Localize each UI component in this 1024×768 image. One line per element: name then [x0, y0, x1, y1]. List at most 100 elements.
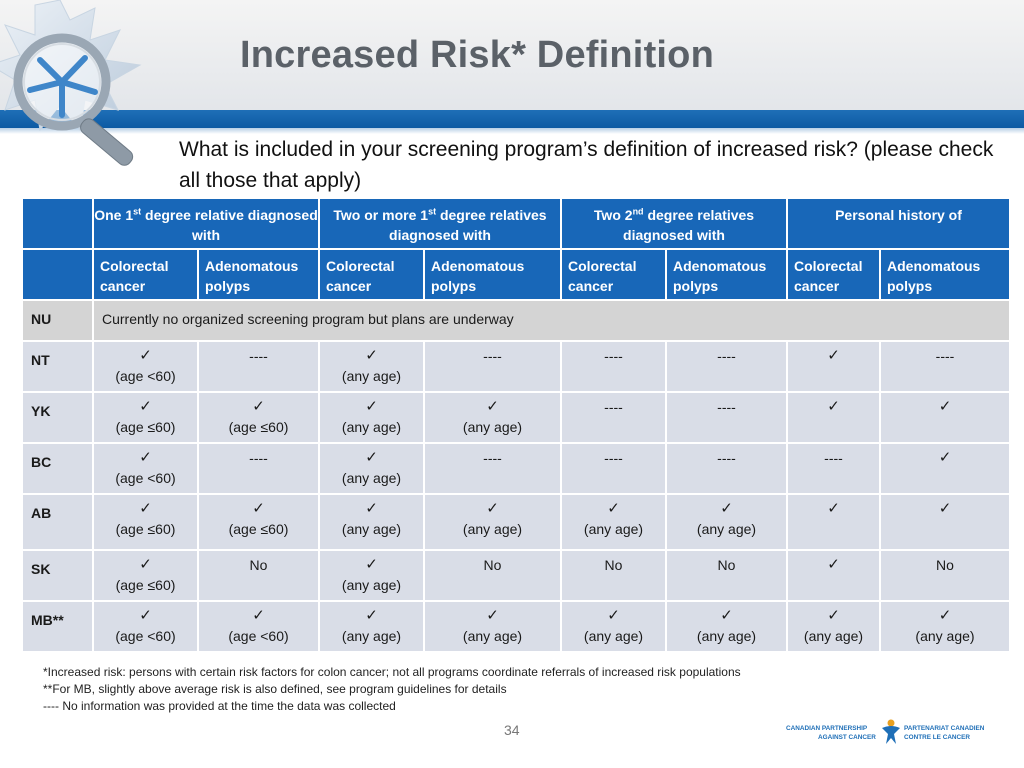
data-cell: ✓ (any age)	[319, 494, 424, 550]
data-cell: ✓	[787, 550, 880, 601]
data-cell: ✓ (any age)	[319, 392, 424, 443]
cell-note: (any age)	[341, 628, 402, 644]
corner-cell	[22, 249, 93, 300]
sub-header-cell: Adenomatous polyps	[198, 249, 319, 300]
sub-header-cell: Adenomatous polyps	[424, 249, 561, 300]
cell-note: No	[717, 557, 736, 573]
cell-note: (any age)	[341, 419, 402, 435]
header-text: Two 2	[593, 207, 633, 223]
partner-figure-icon	[882, 719, 900, 744]
province-cell: NT	[22, 341, 93, 392]
checkmark-icon: ✓	[139, 607, 152, 624]
table-row: SK ✓ (age ≤60) No ✓ (any age) No No No ✓ No	[22, 550, 1010, 601]
data-cell: ----	[198, 443, 319, 494]
group-header-two-first-degree: Two or more 1st degree relatives diagnos…	[319, 198, 561, 249]
header-text: degree relatives diagnosed with	[623, 207, 755, 243]
group-header-row: One 1st degree relative diagnosed with T…	[22, 198, 1010, 249]
cell-note: (age ≤60)	[115, 577, 176, 593]
cell-note: (any age)	[462, 521, 523, 537]
footnotes: *Increased risk: persons with certain ri…	[43, 664, 741, 715]
cell-note: ----	[249, 450, 268, 466]
cell-note: (any age)	[341, 368, 402, 384]
data-cell: ✓ (any age)	[319, 601, 424, 652]
checkmark-icon: ✓	[827, 398, 840, 415]
footnote: ---- No information was provided at the …	[43, 699, 396, 713]
table-row: YK ✓ (age ≤60) ✓ (age ≤60) ✓ (any age) ✓ (any ag…	[22, 392, 1010, 443]
cell-note: No	[604, 557, 623, 573]
checkmark-icon: ✓	[365, 500, 378, 517]
question-text: What is included in your screening progr…	[179, 138, 994, 192]
cell-note: (any age)	[583, 628, 644, 644]
cell-note: (any age)	[696, 628, 757, 644]
data-cell: ✓ (any age)	[424, 392, 561, 443]
checkmark-icon: ✓	[139, 500, 152, 517]
cell-note: ----	[249, 348, 268, 364]
page-number: 34	[504, 722, 520, 738]
header-superscript: nd	[632, 206, 644, 217]
data-cell: ✓ (age <60)	[93, 341, 198, 392]
table-row: NT ✓ (age <60) ---- ✓ (any age) ---- ---- ---- ✓ -…	[22, 341, 1010, 392]
cell-note: (age <60)	[115, 470, 176, 486]
cell-note: No	[936, 557, 954, 573]
data-cell: ----	[424, 341, 561, 392]
footnote: *Increased risk: persons with certain ri…	[43, 665, 741, 679]
maple-leaf-magnifier-icon	[0, 0, 142, 166]
checkmark-icon: ✓	[938, 398, 952, 415]
cell-note: (any age)	[915, 628, 975, 644]
checkmark-icon: ✓	[720, 607, 733, 624]
data-cell: ✓ (any age)	[880, 601, 1010, 652]
data-cell: ✓	[880, 392, 1010, 443]
data-cell: ✓ (age <60)	[198, 601, 319, 652]
sub-header-cell: Adenomatous polyps	[880, 249, 1010, 300]
cell-note: (age ≤60)	[115, 521, 176, 537]
partner-fr-line1: PARTENARIAT CANADIEN	[904, 725, 985, 732]
partner-en-line2: AGAINST CANCER	[818, 734, 876, 741]
data-cell: ✓ (any age)	[319, 341, 424, 392]
cell-note: No	[483, 557, 502, 573]
cell-note: (any age)	[462, 419, 523, 435]
data-cell: ✓ (age ≤60)	[93, 392, 198, 443]
cell-note: ----	[717, 348, 736, 364]
data-cell: ----	[666, 392, 787, 443]
province-cell: YK	[22, 392, 93, 443]
header-text: degree relative diagnosed with	[141, 207, 318, 243]
checkmark-icon: ✓	[139, 556, 152, 573]
checkmark-icon: ✓	[252, 398, 265, 415]
data-cell: ✓ (any age)	[561, 494, 666, 550]
checkmark-icon: ✓	[827, 500, 840, 517]
checkmark-icon: ✓	[252, 500, 265, 517]
checkmark-icon: ✓	[365, 398, 378, 415]
cell-note: ----	[483, 450, 502, 466]
data-cell: ----	[561, 341, 666, 392]
cell-note: ----	[604, 450, 623, 466]
checkmark-icon: ✓	[139, 347, 152, 364]
data-cell: ----	[561, 392, 666, 443]
cell-note: ----	[717, 450, 736, 466]
data-cell: ----	[561, 443, 666, 494]
group-header-first-degree: One 1st degree relative diagnosed with	[93, 198, 319, 249]
cell-note: (any age)	[803, 628, 864, 644]
checkmark-icon: ✓	[365, 347, 378, 364]
table-row: MB** ✓ (age <60) ✓ (age <60) ✓ (any age) ✓ (any …	[22, 601, 1010, 652]
header-band-fade	[0, 128, 1024, 134]
checkmark-icon: ✓	[365, 449, 378, 466]
province-cell: MB**	[22, 601, 93, 652]
cell-note: ----	[604, 399, 623, 415]
data-cell: ✓ (age ≤60)	[198, 392, 319, 443]
data-cell: No	[666, 550, 787, 601]
checkmark-icon: ✓	[365, 607, 378, 624]
cell-note: (any age)	[583, 521, 644, 537]
checkmark-icon: ✓	[139, 449, 152, 466]
cell-note: ----	[604, 348, 623, 364]
corner-cell	[22, 198, 93, 249]
data-cell: No	[880, 550, 1010, 601]
data-cell: No	[561, 550, 666, 601]
cell-note: ----	[483, 348, 502, 364]
cell-note: No	[249, 557, 268, 573]
cell-note: (age <60)	[115, 628, 176, 644]
header-text: Personal history of	[835, 207, 962, 223]
data-cell: ✓ (age <60)	[93, 443, 198, 494]
cell-note: (any age)	[696, 521, 757, 537]
header-blue-band	[0, 110, 1024, 128]
cell-note: ----	[824, 450, 843, 466]
